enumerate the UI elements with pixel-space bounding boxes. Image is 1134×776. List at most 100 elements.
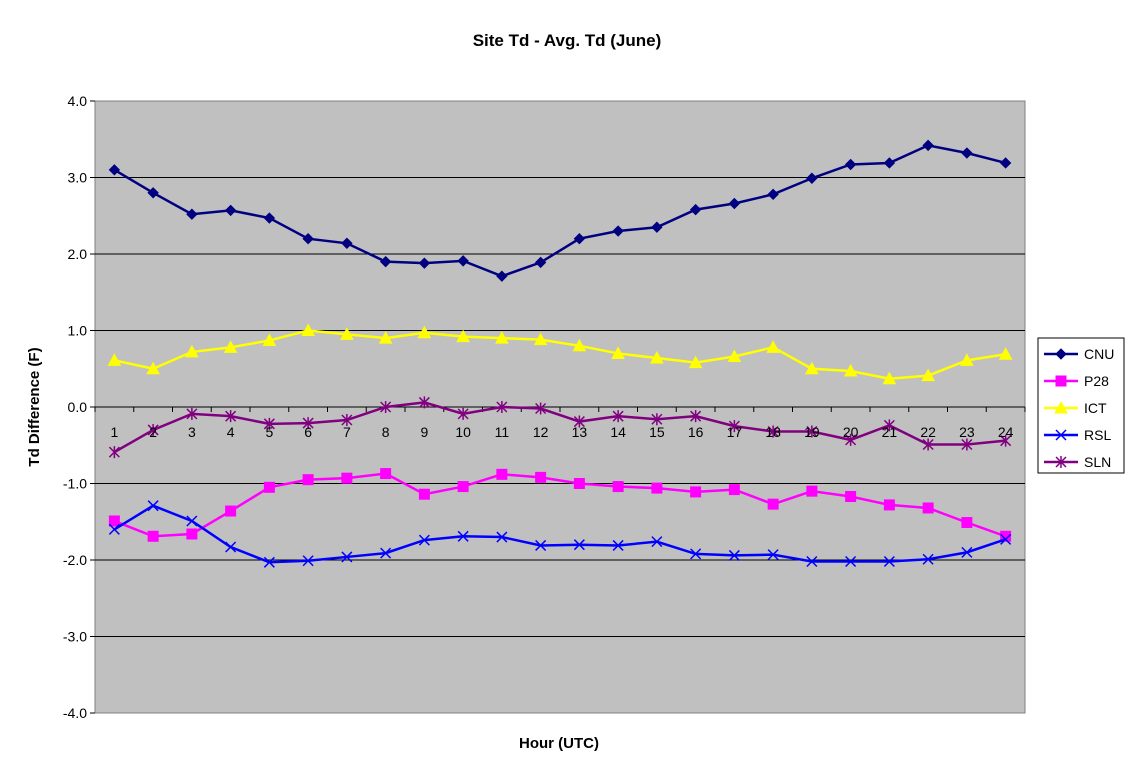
y-tick-label: 1.0 (68, 323, 88, 339)
series-cnu-marker (379, 255, 392, 268)
series-p28-marker (767, 498, 779, 510)
legend-item-p28: P28 (1044, 373, 1109, 389)
series-sln-marker (690, 410, 702, 423)
series-p28-marker (108, 515, 120, 527)
series-cnu (108, 139, 1012, 282)
legend-p28-marker (1055, 375, 1067, 387)
series-cnu-marker (263, 212, 276, 224)
series-rsl-marker (263, 556, 275, 568)
series-rsl-marker (186, 515, 198, 527)
series-p28-marker (457, 481, 469, 493)
series-rsl-marker (651, 536, 663, 548)
series-p28-marker (845, 491, 857, 503)
x-axis-ticks: 1 2 3 4 5 6 7 8 9 10 11 12 13 14 15 16 17 18 19 20 21 22 23 24 (110, 424, 1013, 440)
series-ict-marker (805, 361, 819, 375)
series-ict-marker (533, 332, 548, 346)
series-sln-marker (341, 414, 353, 427)
series-rsl-marker (845, 555, 857, 568)
y-tick-label: -2.0 (63, 552, 87, 568)
series-p28-marker (806, 485, 818, 497)
legend: CNU P28 ICT RSL SLN (1037, 337, 1125, 474)
series-ict-marker (843, 364, 858, 377)
series-line-sln (113, 401, 1006, 454)
series-p28-marker (728, 484, 740, 496)
series-p28-marker (535, 471, 547, 483)
series-rsl (108, 500, 1012, 568)
series-sln (108, 396, 1012, 459)
legend-ict-marker (1054, 400, 1068, 414)
series-p28-marker (341, 472, 353, 484)
series-rsl-marker (496, 531, 508, 543)
series-ict (107, 323, 1013, 385)
series-p28-marker (922, 502, 934, 514)
series-cnu-marker (573, 232, 586, 245)
series-line-rsl (113, 504, 1007, 564)
series-ict-marker (456, 329, 470, 343)
series-ict-marker (185, 344, 199, 358)
series-rsl-marker (961, 546, 973, 558)
series-sln-marker (496, 401, 508, 413)
series-sln-marker (457, 407, 469, 420)
series-rsl-marker (883, 555, 895, 568)
x-tick-label: 22 (920, 424, 936, 440)
series-cnu-marker (922, 139, 934, 152)
x-tick-label: 3 (188, 424, 196, 440)
x-tick-label: 18 (765, 424, 781, 440)
series-ict-marker (650, 350, 664, 364)
series-sln-marker (302, 417, 314, 430)
series-cnu-marker (418, 257, 431, 269)
series-sln-marker (922, 438, 934, 451)
series-ict-marker (495, 331, 509, 344)
series-line-ict (114, 329, 1006, 380)
series-p28-marker (690, 486, 702, 498)
series-ict-marker (960, 353, 974, 366)
series-ict-marker (998, 347, 1013, 360)
series-rsl-marker (767, 549, 779, 561)
series-p28-marker (1000, 530, 1012, 542)
series-cnu-marker (302, 232, 314, 245)
series-sln-marker (728, 420, 740, 433)
series-p28-marker (147, 530, 159, 542)
legend-label: P28 (1084, 373, 1109, 389)
y-tick-label: 0.0 (68, 399, 88, 415)
series-sln-marker (535, 402, 547, 415)
series-p28-marker (651, 482, 663, 494)
series-ict-marker (262, 333, 277, 346)
series-p28-marker (961, 517, 973, 529)
y-tick-label: -1.0 (63, 476, 87, 492)
legend-item-sln: SLN (1044, 454, 1111, 470)
x-tick-label: 2 (149, 424, 157, 440)
x-tick-label: 8 (382, 424, 390, 440)
legend-item-rsl: RSL (1044, 427, 1111, 443)
y-tick-label: 3.0 (68, 170, 88, 186)
series-sln-marker (767, 425, 779, 438)
series-sln-marker (108, 446, 120, 459)
series-sln-marker (612, 410, 624, 423)
series-sln-marker (186, 407, 198, 420)
series-rsl-marker (612, 539, 624, 551)
series-ict-marker (146, 361, 160, 375)
series-rsl-marker (728, 549, 740, 561)
series-sln-marker (147, 423, 159, 436)
series-rsl-marker (690, 548, 702, 560)
series-line-p28 (113, 472, 1007, 538)
series-cnu-marker (767, 188, 779, 201)
series-cnu-marker (651, 221, 663, 233)
legend-label: ICT (1084, 400, 1107, 416)
series-sln-marker (651, 413, 663, 426)
x-tick-label: 4 (227, 424, 235, 440)
series-ict-marker (921, 368, 935, 382)
x-axis-title: Hour (UTC) (519, 735, 599, 752)
series-cnu-marker (961, 147, 973, 159)
series-rsl-marker (108, 523, 120, 535)
series-cnu-marker (883, 157, 896, 169)
x-tick-label: 1 (110, 424, 118, 440)
series-cnu-marker (496, 270, 508, 282)
series-rsl-marker (418, 534, 430, 546)
series-rsl-marker (457, 530, 469, 542)
series-cnu-marker (689, 203, 702, 216)
series-ict-marker (727, 349, 742, 363)
y-tick-label: 2.0 (68, 246, 88, 262)
series-p28-marker (883, 499, 895, 511)
